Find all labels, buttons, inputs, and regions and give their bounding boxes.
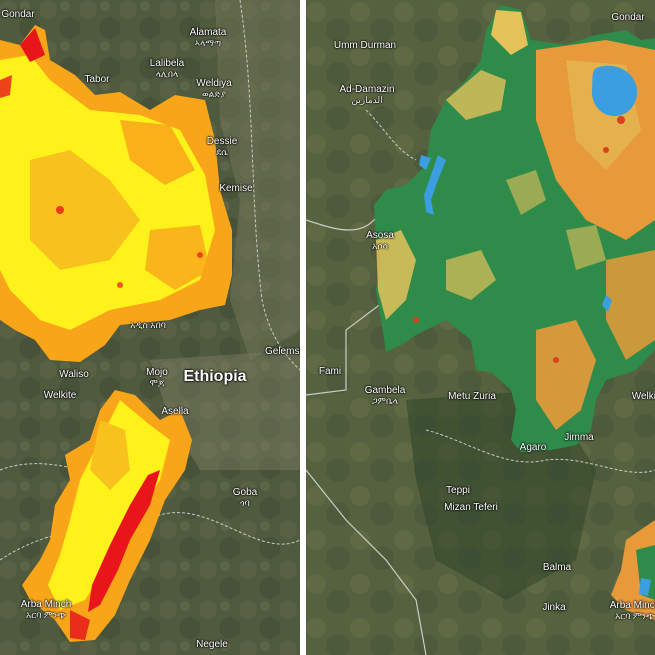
place-label[interactable]: Goba ጎባ: [233, 487, 257, 509]
place-name-local: ጋምቤላ: [371, 396, 399, 406]
region-border: [239, 0, 300, 371]
place-label[interactable]: Teppi: [446, 485, 470, 496]
place-name: Asosa: [366, 230, 394, 241]
place-label[interactable]: Arba Minch አርባ ምንጭ: [21, 599, 72, 621]
place-label[interactable]: Gelemso: [265, 346, 300, 357]
place-label[interactable]: Welkite: [44, 390, 77, 401]
place-label[interactable]: Weldiya ወልድያ: [196, 78, 231, 100]
place-name: Teppi: [446, 485, 470, 496]
place-label[interactable]: Jinka: [542, 602, 565, 613]
place-label[interactable]: Welkite: [632, 391, 655, 402]
place-name-local: አሶሳ: [372, 241, 388, 251]
place-label[interactable]: Alamata ኣላማጣ: [190, 27, 227, 49]
reservoir: [419, 155, 431, 170]
place-name-local: አዲስ አበባ: [130, 320, 166, 330]
place-name: Kemise: [219, 183, 253, 194]
place-name: Mizan Teferi: [444, 502, 498, 513]
place-name-local: ወልድያ: [201, 89, 227, 99]
lake-tana: [591, 65, 637, 117]
place-name-local: ሞጆ: [149, 378, 165, 388]
right-map-panel[interactable]: Gondar Umm Durman Ad-Damazin الدمازين As…: [306, 0, 655, 655]
place-name: Jimma: [564, 432, 594, 443]
left-map-svg: [0, 0, 300, 655]
place-name: Gondar: [1, 9, 35, 20]
place-name: Waliso: [59, 369, 89, 380]
place-name: Jinka: [542, 602, 566, 613]
place-name: Arba Minch: [20, 599, 72, 610]
place-label[interactable]: Asosa አሶሳ: [366, 230, 394, 252]
place-name: Arba Minch: [609, 600, 655, 611]
place-label[interactable]: Waliso: [59, 369, 89, 380]
place-label[interactable]: Agaro: [520, 442, 547, 453]
left-map-panel[interactable]: Gondar Alamata ኣላማጣ Lalibela ላሊበላ Tabor …: [0, 0, 300, 655]
place-name: Gelemso: [264, 346, 300, 357]
country-border: [306, 299, 387, 396]
place-label[interactable]: Mojo ሞጆ: [146, 367, 168, 389]
place-label[interactable]: Tabor: [84, 74, 109, 85]
place-name: Welkite: [631, 391, 655, 402]
place-label[interactable]: Umm Durman: [334, 40, 396, 51]
region-border: [365, 109, 417, 161]
right-map-svg: [306, 0, 655, 655]
place-name: Welkite: [43, 390, 77, 401]
place-name-local: አርባ ምንጭ: [25, 610, 67, 620]
place-label[interactable]: Metu Zuria: [448, 391, 496, 402]
country-label: Ethiopia: [183, 368, 247, 385]
region-border: [0, 463, 121, 481]
panel-divider: [300, 0, 306, 655]
place-name: Tabor: [84, 74, 110, 85]
reservoir: [424, 155, 446, 215]
place-name: Weldiya: [196, 78, 232, 89]
classification-layer: [374, 5, 655, 452]
place-label[interactable]: አዲስ አበባ: [130, 320, 166, 331]
place-name: Alamata: [189, 27, 227, 38]
place-name: Metu Zuria: [448, 391, 496, 402]
place-name: Dessie: [206, 136, 238, 147]
place-name: Mojo: [146, 367, 168, 378]
place-name: Umm Durman: [333, 40, 397, 51]
reservoir: [602, 295, 612, 312]
place-label[interactable]: Arba Minch አርባ ምንጭ: [610, 600, 655, 622]
place-name: Balma: [542, 562, 572, 573]
place-name: Agaro: [519, 442, 547, 453]
place-name: Ad-Damazin: [339, 84, 395, 95]
place-label[interactable]: Gondar: [611, 12, 644, 23]
place-label[interactable]: Fami: [319, 366, 341, 377]
place-name-local: الدمازين: [351, 95, 383, 105]
place-label[interactable]: Kemise: [219, 183, 252, 194]
place-label[interactable]: Gambela ጋምቤላ: [365, 385, 406, 407]
place-name-local: ጎባ: [240, 498, 250, 508]
place-label[interactable]: Lalibela ላሊበላ: [150, 58, 184, 80]
place-name-local: ላሊበላ: [155, 69, 179, 79]
classification-layer-south: [611, 520, 655, 620]
place-name: Negele: [196, 639, 228, 650]
place-label[interactable]: Jimma: [564, 432, 593, 443]
place-label[interactable]: Dessie ደሴ: [207, 136, 238, 158]
place-name: Fami: [318, 366, 342, 377]
place-name-local: ኣላማጣ: [194, 38, 222, 48]
place-label[interactable]: Mizan Teferi: [444, 502, 498, 513]
place-name: Lalibela: [149, 58, 185, 69]
place-label[interactable]: Gondar: [1, 9, 34, 20]
place-label[interactable]: Balma: [543, 562, 571, 573]
country-border: [306, 469, 427, 655]
place-name-local: አርባ ምንጭ: [614, 611, 655, 621]
risk-layer-north: [0, 25, 232, 362]
highland-terrain: [215, 0, 300, 360]
place-label[interactable]: Asella: [161, 406, 188, 417]
place-name: Asella: [161, 406, 189, 417]
risk-layer-south: [22, 390, 192, 642]
place-name: Goba: [232, 487, 258, 498]
place-name: Gondar: [611, 12, 645, 23]
region-border: [425, 429, 655, 473]
place-label[interactable]: Negele: [196, 639, 228, 650]
place-name: Gambela: [364, 385, 406, 396]
place-label[interactable]: Ad-Damazin الدمازين: [339, 84, 394, 106]
place-name-local: ደሴ: [216, 147, 228, 157]
